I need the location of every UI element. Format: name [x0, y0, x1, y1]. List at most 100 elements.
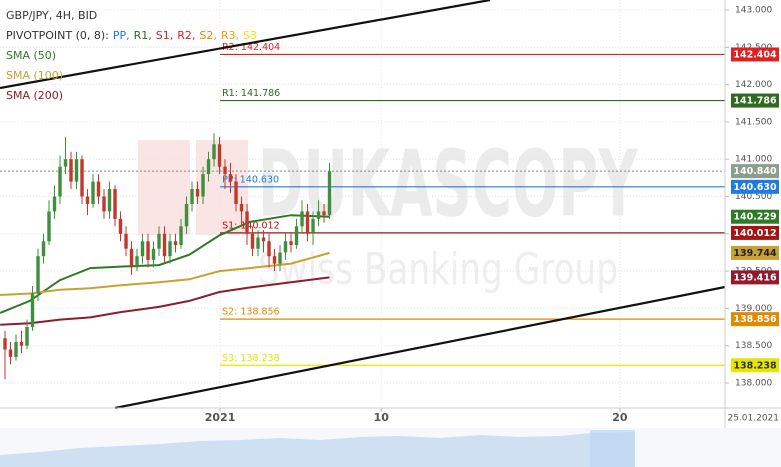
candle-body: [140, 241, 145, 257]
candle-body: [267, 241, 271, 257]
pivot-legend-item: PP,: [113, 29, 130, 42]
candle-body: [261, 237, 266, 242]
price-badge-label: 138.238: [733, 360, 777, 371]
y-tick-label: 143.000: [735, 5, 772, 15]
candle-body: [58, 166, 62, 197]
trendline: [114, 285, 726, 410]
candle-body: [184, 203, 189, 227]
candle-body: [190, 189, 194, 204]
price-badge: [731, 179, 779, 194]
pivot-legend-item: S3: [243, 29, 257, 42]
price-badge: [731, 93, 779, 108]
candles: [3, 133, 332, 380]
price-badge-label: 140.229: [733, 212, 776, 223]
candle-body: [157, 233, 161, 249]
candle-body: [283, 241, 288, 253]
y-tick-label: 141.000: [735, 155, 772, 165]
candle-body: [19, 341, 24, 346]
price-badge-label: 140.012: [733, 228, 776, 239]
trendlines: [0, 0, 726, 410]
navigator-area: [0, 432, 635, 467]
candle-body: [168, 241, 172, 257]
candle-body: [311, 218, 315, 234]
pivot-legend-item: R2,: [177, 29, 195, 42]
x-tick-label: 25.01.2021: [727, 414, 779, 424]
price-badge-label: 138.856: [733, 314, 777, 325]
price-badge: [731, 270, 779, 285]
candle-body: [239, 203, 244, 212]
candle-body: [234, 181, 238, 204]
candle-body: [69, 159, 73, 182]
sma-line: [0, 214, 330, 314]
y-tick-label: 138.000: [735, 379, 772, 389]
pivot-legend-item: R1,: [134, 29, 152, 42]
candle-body: [124, 233, 128, 249]
candle-body: [85, 196, 90, 204]
watermark-logo: [138, 140, 190, 235]
candle-body: [223, 166, 227, 175]
candle-body: [305, 211, 310, 234]
candle-body: [91, 181, 95, 204]
price-badge: [731, 47, 779, 62]
y-tick-label: 139.000: [735, 304, 772, 314]
pivot-legend: PIVOTPOINT (0, 8): PP, R1, S1, R2, S2, R3, S3: [6, 29, 257, 42]
price-badge-label: 140.630: [733, 182, 777, 193]
pivot-lines: R2: 142.404 R1: 141.786 PP: 140.630 S1: 140…: [0, 42, 725, 366]
candle-body: [162, 233, 167, 257]
sma-line: [0, 251, 330, 296]
pivot-legend-item: R3,: [221, 29, 239, 42]
candle-body: [179, 226, 183, 245]
candle-body: [107, 189, 112, 212]
candle-body: [151, 248, 156, 260]
pivot-label: R1: 141.786: [222, 88, 280, 99]
pivot-label: S2: 138.856: [222, 307, 280, 318]
watermark-tagline: Swiss Banking Group: [258, 244, 618, 295]
pivot-label: R2: 142.404: [222, 42, 280, 53]
legend: GBP/JPY, 4H, BID PIVOTPOINT (0, 8): PP, R1…: [6, 9, 257, 102]
y-tick-label: 138.500: [735, 341, 772, 351]
candle-body: [41, 241, 46, 257]
candle-body: [206, 159, 211, 175]
candle-body: [228, 174, 233, 182]
price-badge-label: 142.404: [733, 49, 777, 60]
sma-line: [0, 276, 330, 326]
price-badge: [731, 225, 779, 240]
chart-title: GBP/JPY, 4H, BID: [6, 9, 97, 22]
candle-body: [256, 237, 260, 249]
candle-body: [80, 159, 84, 197]
price-badge: [731, 358, 779, 373]
price-badge: [731, 164, 779, 179]
candle-body: [74, 159, 79, 182]
price-badge-label: 139.744: [733, 248, 777, 259]
pivot-label: S3: 138.238: [222, 353, 280, 364]
candle-body: [278, 252, 282, 264]
candle-body: [289, 241, 293, 245]
candle-body: [173, 241, 178, 245]
candle-body: [195, 189, 200, 197]
pivot-legend-item: S1,: [156, 29, 173, 42]
candle-body: [250, 233, 255, 249]
candle-body: [300, 211, 304, 227]
navigator-window[interactable]: [590, 430, 635, 467]
candle-body: [294, 226, 299, 245]
pivot-label: PP: 140.630: [222, 174, 279, 185]
y-tick-label: 140.500: [735, 192, 772, 202]
candle-body: [245, 211, 249, 234]
price-badge: [731, 312, 779, 327]
y-tick-label: 142.000: [735, 80, 772, 90]
legend-entry: SMA (100): [6, 69, 63, 82]
pivot-legend-label: PIVOTPOINT (0, 8):: [6, 29, 109, 42]
legend-entry: SMA (50): [6, 49, 56, 62]
pivot-legend-item: S2,: [199, 29, 216, 42]
candle-body: [47, 211, 51, 242]
candle-body: [14, 341, 18, 357]
y-tick-label: 141.500: [735, 117, 772, 127]
candle-body: [118, 218, 123, 234]
candle-body: [30, 293, 35, 328]
watermark-brand: DUKASCOPY: [258, 130, 639, 237]
candle-body: [212, 144, 216, 160]
price-badge-label: 140.840: [733, 166, 777, 177]
price-badge: [731, 245, 779, 260]
price-badges: 142.404 141.786 140.630 140.012 138.856 138.2…: [731, 47, 779, 373]
